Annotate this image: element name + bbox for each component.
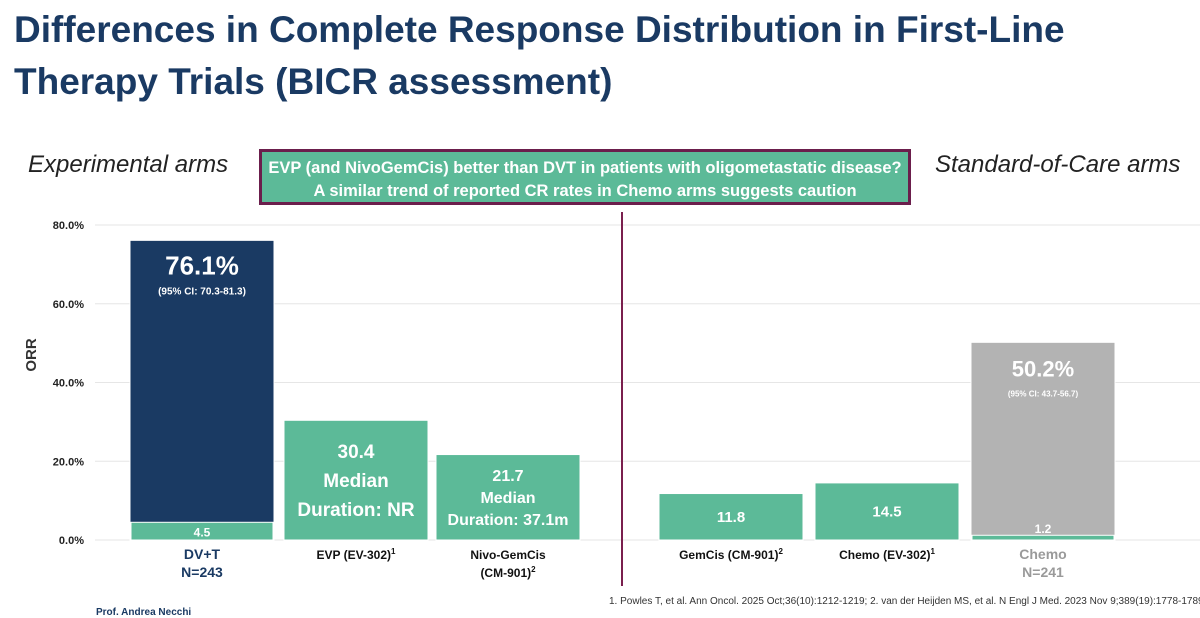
x-tick-label-text: N=243 — [181, 564, 223, 580]
orr-value-label: 76.1% — [165, 250, 239, 280]
confidence-interval-label: (95% CI: 70.3-81.3) — [158, 286, 246, 297]
callout-line-2: A similar trend of reported CR rates in … — [313, 182, 857, 200]
y-tick-label: 0.0% — [59, 535, 84, 547]
footnote: 1. Powles T, et al. Ann Oncol. 2025 Oct;… — [609, 596, 1200, 607]
x-tick-label-line2: N=241 — [1022, 564, 1064, 580]
bar-text-label: 30.4 — [338, 442, 375, 463]
bar-text-label: 21.7 — [492, 468, 523, 485]
bar — [814, 482, 960, 541]
bars-layer: 4.5 76.1% (95% CI: 70.3-81.3) 30.4 Median Dur… — [129, 239, 1116, 541]
reference-superscript: 2 — [531, 565, 536, 574]
x-tick-label-text: N=241 — [1022, 564, 1064, 580]
x-tick-label-line2: N=243 — [181, 564, 223, 580]
x-tick-label-text: Chemo (EV-302) — [839, 548, 930, 562]
bar — [283, 419, 429, 541]
callout-box: EVP (and NivoGemCis) better than DVT in … — [259, 149, 911, 205]
reference-superscript: 2 — [778, 547, 783, 556]
bar-text-label: Median — [323, 471, 388, 492]
x-tick-label: EVP (EV-302)1 — [317, 547, 396, 562]
x-tick-label-line2: (CM-901)2 — [480, 565, 536, 580]
y-tick-label: 40.0% — [53, 378, 84, 390]
x-tick-label: GemCis (CM-901)2 — [679, 547, 783, 562]
x-tick-label-text: DV+T — [184, 546, 221, 562]
standard-of-care-arms-heading: Standard-of-Care arms — [935, 151, 1181, 178]
bar-text-label: Median — [480, 490, 535, 507]
cr-value-label: 1.2 — [1035, 522, 1052, 536]
cr-value-label: 4.5 — [194, 525, 211, 539]
y-tick-label: 60.0% — [53, 299, 84, 311]
x-tick-label-text: GemCis (CM-901) — [679, 548, 778, 562]
confidence-interval-label: (95% CI: 43.7-56.7) — [1008, 389, 1079, 398]
y-axis: 0.0% 20.0% 40.0% 60.0% 80.0% — [53, 220, 84, 547]
bar — [970, 341, 1116, 541]
reference-superscript: 1 — [391, 547, 396, 556]
bar-text-label: 14.5 — [872, 504, 901, 521]
page-title: Differences in Complete Response Distrib… — [14, 9, 1065, 102]
bar-text-label: 11.8 — [717, 509, 745, 526]
y-tick-label: 20.0% — [53, 456, 84, 468]
orr-value-label: 50.2% — [1012, 356, 1074, 381]
x-tick-label-text: (CM-901) — [480, 566, 531, 580]
experimental-arms-heading: Experimental arms — [28, 151, 229, 178]
y-axis-label: ORR — [23, 338, 40, 372]
x-tick-label: Chemo — [1019, 546, 1066, 562]
x-tick-label: DV+T — [184, 546, 221, 562]
bar — [129, 239, 275, 541]
x-tick-label-text: Chemo — [1019, 546, 1066, 562]
x-tick-label: Chemo (EV-302)1 — [839, 547, 935, 562]
bar — [435, 454, 581, 541]
presenter-name: Prof. Andrea Necchi — [96, 607, 192, 618]
reference-superscript: 1 — [930, 547, 935, 556]
callout-line-1: EVP (and NivoGemCis) better than DVT in … — [268, 159, 902, 177]
bar-text-label: Duration: 37.1m — [448, 512, 569, 529]
x-tick-label-text: EVP (EV-302) — [317, 548, 391, 562]
y-tick-label: 80.0% — [53, 220, 84, 232]
bar-text-label: Duration: NR — [297, 500, 414, 521]
bar-cr-segment — [971, 534, 1115, 541]
bar — [658, 493, 804, 541]
bar-cr-segment — [130, 521, 274, 541]
x-tick-label-text: Nivo-GemCis — [470, 548, 546, 562]
x-tick-label: Nivo-GemCis — [470, 548, 546, 562]
